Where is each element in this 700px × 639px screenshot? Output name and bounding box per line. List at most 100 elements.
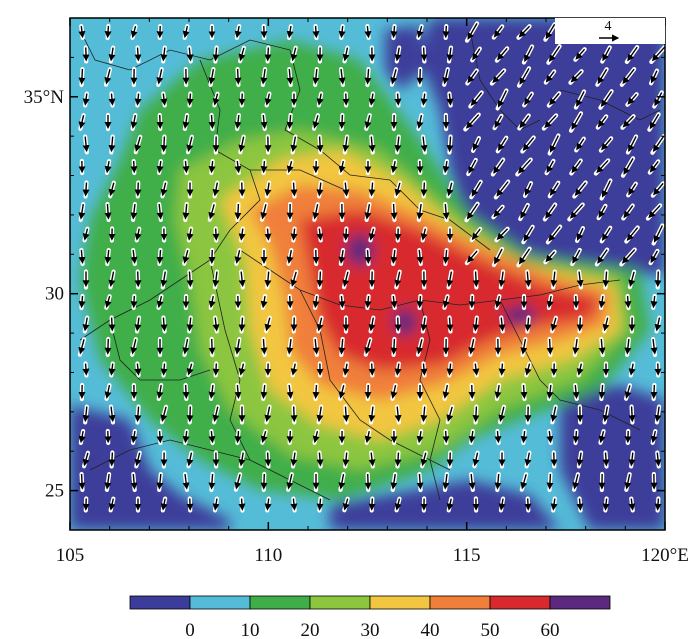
wind-vector [130,471,138,493]
wind-vector [160,180,168,199]
wind-vector [491,246,505,268]
wind-vector [186,45,194,64]
wind-vector [498,361,506,378]
wind-vector [264,450,272,469]
wind-vector [108,269,116,290]
wind-vector [567,202,585,222]
wind-vector [394,45,402,64]
wind-vector [212,361,220,378]
wind-vector [494,471,502,493]
wind-vector [260,293,268,311]
colorbar-swatch-4 [369,595,431,610]
wind-vector [442,383,450,401]
wind-vector [234,158,242,176]
wind-vector [390,383,398,401]
wind-vector [134,361,142,378]
wind-vector [160,361,168,378]
wind-vector [81,450,91,469]
wind-vector [623,383,633,401]
wind-vector [420,450,428,469]
wind-vector [497,404,507,425]
wind-vector [160,134,168,155]
wind-vector [364,247,372,267]
wind-vector [446,180,454,199]
wind-vector [442,294,450,310]
wind-vector [416,24,424,40]
wind-vector [341,269,351,290]
wind-vector [628,450,636,469]
wind-vector [238,496,246,513]
wind-vector [289,269,299,290]
wind-vector [524,315,532,334]
wind-vector [468,337,476,357]
wind-vector [520,337,528,357]
wind-vector [625,92,639,107]
wind-vector [468,428,476,446]
wind-vector [546,91,562,108]
wind-vector [237,45,247,64]
wind-vector [645,203,663,221]
wind-vector [260,471,268,493]
wind-vector [207,202,217,222]
wind-vector [238,315,246,334]
wind-vector [466,157,478,177]
wind-vector [546,382,554,402]
wind-vector [543,249,557,265]
wind-vector [130,113,138,131]
wind-vector [156,247,164,267]
wind-vector [546,44,562,65]
wind-vector [182,248,190,266]
wind-vector [156,294,164,310]
wind-vector [186,315,194,334]
wind-vector [546,428,554,446]
plot-frame [69,17,666,531]
colorbar-swatch-7 [549,595,611,610]
wind-vector [628,404,636,425]
wind-vector [182,112,190,132]
wind-vector [498,315,506,334]
wind-vector [82,361,90,378]
wind-vector [160,496,168,513]
wind-vector [160,91,168,108]
wind-vector [598,429,606,445]
wind-vector [446,315,454,334]
wind-vector [364,23,372,41]
colorbar-swatch-3 [309,595,371,610]
axes: 105 110 115 120°E 25 30 35°N [24,17,689,566]
wind-vector [394,496,402,513]
wind-vector [82,226,90,243]
wind-vector [368,226,376,243]
wind-vector [416,66,424,88]
wind-vector [416,247,424,267]
wind-vector [342,404,350,425]
wind-vector [619,247,637,267]
wind-vector [389,67,399,87]
wind-vector [316,450,324,469]
wind-vector [185,134,195,155]
wind-vector [541,113,559,131]
wind-vector [524,269,532,290]
wind-vector [130,247,138,267]
wind-vector [186,269,194,290]
wind-vector [260,429,268,445]
wind-vector [260,66,268,88]
wind-vector [442,23,450,41]
wind-vector [498,496,506,513]
wind-vector [342,450,350,469]
wind-vector [338,112,346,132]
wind-vector [338,293,346,311]
wind-vector [446,91,454,108]
wind-vector [602,404,610,425]
region-low-southeast [560,385,665,530]
wind-vector [368,91,376,108]
wind-vector [134,404,142,425]
wind-vector [368,361,376,378]
wind-vector [338,247,346,267]
wind-vector [186,226,194,243]
wind-vector [108,315,116,334]
wind-vector [648,248,660,266]
wind-vector [264,45,272,64]
wind-vector [524,496,532,513]
wind-vector [160,269,168,290]
wind-vector [368,134,376,155]
